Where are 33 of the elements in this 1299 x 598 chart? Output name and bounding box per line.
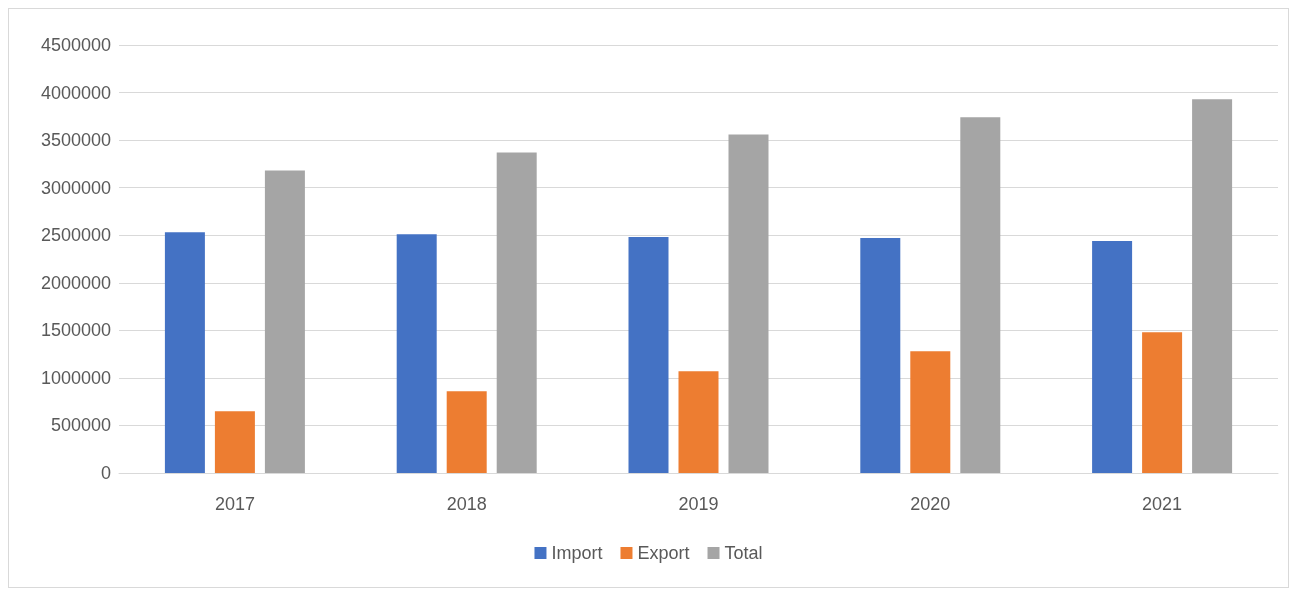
y-tick-label: 2000000 — [40, 272, 111, 293]
bar — [496, 152, 537, 473]
bar — [960, 117, 1001, 473]
bar — [214, 411, 255, 473]
y-tick-label: 2500000 — [40, 225, 111, 246]
bar — [860, 238, 901, 473]
x-tick-label: 2018 — [446, 494, 487, 514]
bar — [678, 371, 719, 473]
y-tick-label: 1500000 — [40, 320, 111, 341]
legend-label: Total — [724, 543, 763, 563]
legend-label: Import — [551, 543, 603, 563]
y-tick-label: 4000000 — [40, 82, 111, 103]
x-tick-label: 2020 — [910, 494, 951, 514]
bar — [1142, 332, 1183, 473]
y-tick-label: 4500000 — [40, 35, 111, 55]
bar — [728, 134, 769, 473]
bar — [628, 237, 669, 473]
bar — [396, 234, 437, 473]
x-tick-label: 2019 — [678, 494, 719, 514]
bar — [264, 170, 305, 473]
bar — [1092, 240, 1133, 473]
bar — [910, 351, 951, 473]
y-tick-label: 3500000 — [40, 130, 111, 151]
y-tick-label: 3000000 — [40, 177, 111, 198]
x-tick-label: 2021 — [1142, 494, 1183, 514]
bar — [1192, 99, 1233, 473]
y-tick-label: 0 — [100, 463, 111, 483]
y-tick-label: 1000000 — [40, 367, 111, 388]
y-tick-label: 500000 — [50, 415, 111, 436]
x-tick-label: 2017 — [214, 494, 255, 514]
legend-label: Export — [637, 543, 690, 563]
bar — [164, 232, 205, 473]
bar — [446, 391, 487, 473]
